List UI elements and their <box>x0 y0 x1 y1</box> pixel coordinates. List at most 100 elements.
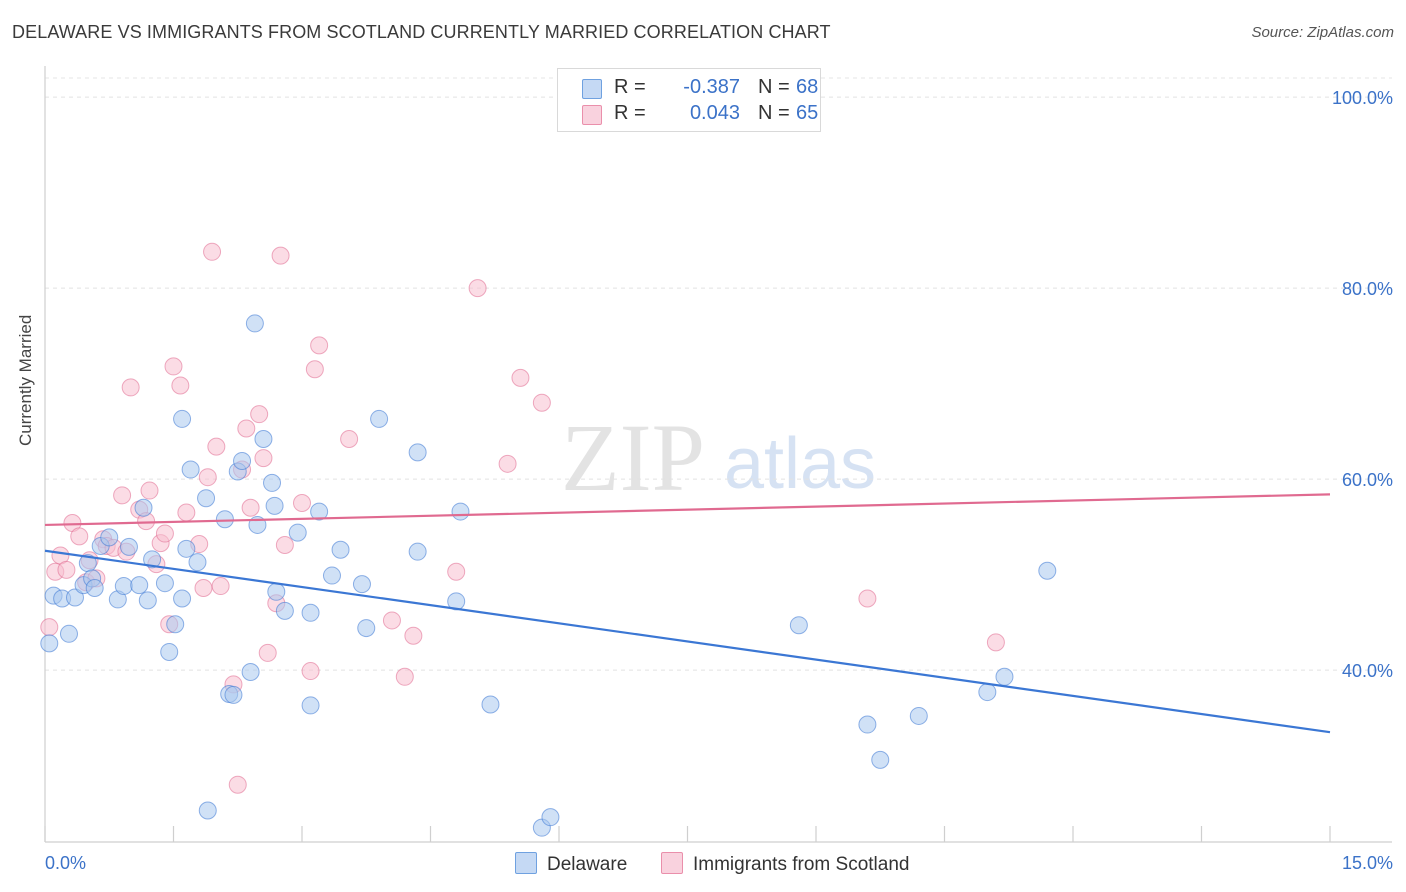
point-delaware <box>451 502 470 521</box>
stats-legend: R = -0.387 N = 68 R = 0.043 N = 65 <box>557 68 821 132</box>
point-delaware <box>288 523 307 542</box>
trend-line-scotland <box>44 493 1331 527</box>
legend-swatch-delaware <box>515 852 537 874</box>
data-points <box>40 242 1057 837</box>
point-delaware <box>100 528 119 547</box>
legend-swatch-scotland <box>582 105 602 125</box>
point-scotland <box>395 667 414 686</box>
point-scotland <box>858 589 877 608</box>
legend-r-value: -0.387 <box>683 76 740 98</box>
point-scotland <box>340 429 359 448</box>
point-delaware <box>173 409 192 428</box>
point-delaware <box>370 409 389 428</box>
point-scotland <box>207 437 226 456</box>
bottom-legend-scotland: Immigrants from Scotland <box>661 852 909 876</box>
point-scotland <box>171 376 190 395</box>
point-delaware <box>59 624 78 643</box>
point-scotland <box>140 481 159 500</box>
point-delaware <box>241 663 260 682</box>
point-delaware <box>789 616 808 635</box>
point-delaware <box>310 502 329 521</box>
point-scotland <box>986 633 1005 652</box>
x-tick-label: 15.0% <box>1342 853 1393 873</box>
y-tick-label: 60.0% <box>1342 470 1393 490</box>
point-delaware <box>245 314 264 333</box>
trend-line-delaware <box>44 549 1331 734</box>
point-delaware <box>114 577 133 596</box>
point-delaware <box>197 489 216 508</box>
y-tick-label: 80.0% <box>1342 279 1393 299</box>
point-scotland <box>532 393 551 412</box>
point-delaware <box>978 683 997 702</box>
source-label: Source: ZipAtlas.com <box>1251 24 1394 41</box>
point-scotland <box>271 246 290 265</box>
point-delaware <box>65 588 84 607</box>
point-scotland <box>447 562 466 581</box>
legend-n-value: 65 <box>796 102 819 124</box>
point-scotland <box>498 454 517 473</box>
point-scotland <box>203 242 222 261</box>
point-scotland <box>258 643 277 662</box>
point-scotland <box>511 368 530 387</box>
x-tick-label: 0.0% <box>45 853 86 873</box>
watermark-atlas: atlas <box>724 424 876 504</box>
y-tick-label: 40.0% <box>1342 661 1393 681</box>
point-scotland <box>382 611 401 630</box>
watermark: ZIP atlas <box>561 404 876 511</box>
point-scotland <box>164 357 183 376</box>
point-delaware <box>138 591 157 610</box>
point-delaware <box>224 685 243 704</box>
point-delaware <box>188 553 207 572</box>
point-delaware <box>160 642 179 661</box>
point-delaware <box>357 619 376 638</box>
point-scotland <box>250 405 269 424</box>
gridlines <box>45 77 1392 671</box>
point-scotland <box>194 578 213 597</box>
point-delaware <box>858 715 877 734</box>
point-scotland <box>305 360 324 379</box>
trend-lines <box>44 493 1331 734</box>
point-delaware <box>267 582 286 601</box>
point-scotland <box>121 378 140 397</box>
point-delaware <box>408 542 427 561</box>
point-delaware <box>85 578 104 597</box>
point-delaware <box>481 695 500 714</box>
legend-r-value: 0.043 <box>689 102 740 124</box>
point-scotland <box>177 503 196 522</box>
point-delaware <box>541 808 560 827</box>
point-scotland <box>211 577 230 596</box>
point-delaware <box>301 603 320 622</box>
point-delaware <box>995 667 1014 686</box>
point-delaware <box>155 574 174 593</box>
point-delaware <box>166 615 185 634</box>
point-scotland <box>113 486 132 505</box>
point-delaware <box>331 540 350 559</box>
point-delaware <box>301 696 320 715</box>
point-scotland <box>293 493 311 512</box>
legend-swatch-scotland <box>661 852 683 874</box>
point-scotland <box>275 535 294 554</box>
point-scotland <box>301 662 320 681</box>
point-delaware <box>143 550 162 569</box>
point-delaware <box>275 601 294 620</box>
point-delaware <box>322 566 341 585</box>
legend-swatch-delaware <box>582 79 602 99</box>
point-delaware <box>254 429 273 448</box>
point-delaware <box>177 539 196 558</box>
legend-n-value: 68 <box>796 76 819 98</box>
point-scotland <box>468 279 487 298</box>
point-delaware <box>233 451 252 470</box>
point-delaware <box>173 589 192 608</box>
point-delaware <box>871 750 890 769</box>
point-scotland <box>254 449 273 468</box>
point-scotland <box>404 626 423 645</box>
point-delaware <box>909 706 928 725</box>
watermark-zip: ZIP <box>561 404 705 511</box>
point-delaware <box>1038 561 1057 580</box>
point-scotland <box>237 419 256 438</box>
point-scotland <box>57 560 76 579</box>
point-delaware <box>40 634 59 653</box>
chart-title: DELAWARE VS IMMIGRANTS FROM SCOTLAND CUR… <box>12 22 831 42</box>
point-delaware <box>215 510 234 529</box>
